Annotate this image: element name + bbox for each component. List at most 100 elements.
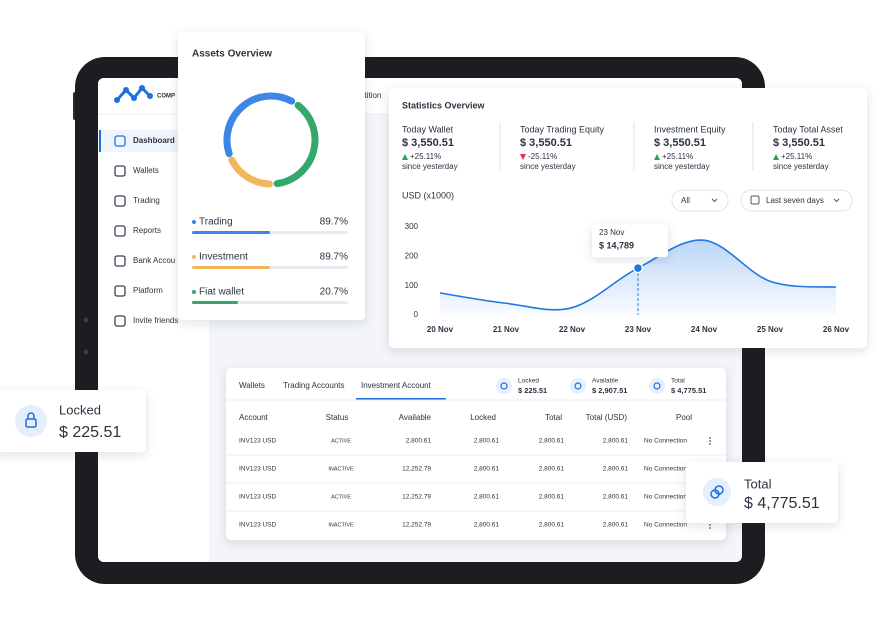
summary-label: Available	[592, 378, 619, 385]
nav-label: Platform	[133, 286, 163, 295]
card-icon	[703, 478, 731, 506]
table-cell: 12,252.79	[402, 522, 431, 529]
card-title: Assets Overview	[192, 49, 272, 60]
metric-label: Today Trading Equity	[520, 124, 605, 134]
summary-glyph	[574, 382, 582, 390]
chevron	[833, 198, 840, 203]
nav-label: Reports	[133, 226, 161, 235]
x-tick-label: 24 Nov	[691, 325, 718, 334]
table-cell: 2,800.61	[603, 438, 629, 445]
x-tick-label: 23 Nov	[625, 325, 652, 334]
y-tick-label: 100	[405, 281, 419, 290]
logo-dot	[147, 93, 153, 99]
progress-fill	[192, 301, 238, 304]
table-cell: INV123 USD	[239, 466, 277, 473]
column-header: Available	[399, 413, 432, 422]
content: COMP etition Dashboard Wallets Trading Report…	[0, 32, 867, 540]
metric-label: Investment Equity	[654, 124, 726, 134]
table-cell: No Connection	[644, 494, 687, 501]
tooltip-value: $ 14,789	[599, 240, 634, 250]
table-cell: 2,800.61	[406, 438, 432, 445]
logo-dot	[131, 95, 137, 101]
table-cell: 2,800.61	[539, 438, 565, 445]
logo-dot	[139, 85, 145, 91]
lock-body	[25, 418, 37, 428]
lock-shackle	[27, 412, 35, 419]
donut-segment	[273, 101, 319, 188]
table-cell: No Connection	[644, 522, 687, 529]
dropdown	[740, 189, 853, 212]
legend-dot	[192, 220, 196, 224]
legend-name: Trading	[199, 217, 233, 228]
row-menu	[709, 437, 711, 439]
tab: Wallets	[239, 381, 265, 390]
metric-change: +25.11%	[662, 152, 693, 161]
metric-value: $ 3,550.51	[402, 137, 454, 149]
x-tick-label: 22 Nov	[559, 325, 586, 334]
row-menu	[709, 524, 711, 526]
nav-icon	[114, 255, 126, 267]
legend-dot	[192, 255, 196, 259]
column-header: Account	[239, 413, 269, 422]
row-menu	[709, 440, 711, 442]
table-cell: INV123 USD	[239, 494, 277, 501]
tooltip	[592, 224, 668, 258]
metric-label: Today Wallet	[402, 124, 454, 134]
summary-value: $ 4,775.51	[671, 386, 706, 395]
y-tick-label: 200	[405, 251, 419, 260]
card-label: Total	[744, 476, 772, 491]
table-cell: INV123 USD	[239, 438, 277, 445]
summary-glyph	[653, 382, 661, 390]
legend-percent: 89.7%	[320, 217, 348, 228]
nav-label: Invite friends	[133, 316, 178, 325]
nav-icon	[114, 165, 126, 177]
table-cell: 2,800.61	[603, 466, 629, 473]
status-badge: INACTIVE	[328, 466, 354, 472]
table-cell: 2,800.61	[539, 494, 565, 501]
metric-change: +25.11%	[410, 152, 441, 161]
card-icon	[15, 405, 47, 437]
row-menu	[709, 443, 711, 445]
nav-item: etition	[360, 91, 381, 100]
statistics-content: Statistics Overview Today Wallet $ 3,550.5…	[402, 100, 853, 334]
table-cell: 2,800.61	[474, 522, 500, 529]
tab: Trading Accounts	[283, 381, 345, 390]
chevron	[711, 198, 718, 203]
table-cell: 12,252.79	[402, 494, 431, 501]
calendar-icon	[750, 195, 760, 205]
table-cell: 2,800.61	[539, 522, 565, 529]
card	[178, 32, 365, 320]
column-header: Total (USD)	[586, 413, 628, 422]
row-menu	[709, 527, 711, 529]
dropdown	[671, 189, 729, 212]
table-cell: No Connection	[644, 466, 687, 473]
table-cell: 2,800.61	[474, 438, 500, 445]
table-cell: INV123 USD	[239, 522, 277, 529]
card-value: $ 225.51	[59, 424, 121, 441]
summary-glyph	[500, 382, 508, 390]
nav-icon	[114, 135, 126, 147]
legend-percent: 20.7%	[320, 287, 348, 298]
summary-icon	[496, 378, 512, 394]
metric-value: $ 3,550.51	[654, 137, 706, 149]
summary-value: $ 225.51	[518, 386, 547, 395]
tooltip-date: 23 Nov	[599, 228, 624, 237]
table-cell: 2,800.61	[474, 466, 500, 473]
status-badge: ACTIVE	[331, 494, 351, 500]
status-badge: ACTIVE	[331, 438, 351, 444]
dropdown-label: Last seven days	[766, 196, 824, 205]
logo-text: COMP	[157, 94, 175, 100]
dropdown-label: All	[681, 196, 690, 205]
metric-value: $ 3,550.51	[520, 137, 572, 149]
y-tick-label: 300	[405, 222, 419, 231]
trend-arrow	[654, 154, 660, 160]
metric-value: $ 3,550.51	[773, 137, 825, 149]
summary-icon	[649, 378, 665, 394]
x-tick-label: 26 Nov	[823, 325, 850, 334]
progress-fill	[192, 231, 270, 234]
axis-label: USD (x1000)	[402, 190, 454, 200]
table-cell: 2,800.61	[603, 522, 629, 529]
legend-name: Fiat wallet	[199, 287, 244, 298]
y-tick-label: 0	[414, 310, 419, 319]
